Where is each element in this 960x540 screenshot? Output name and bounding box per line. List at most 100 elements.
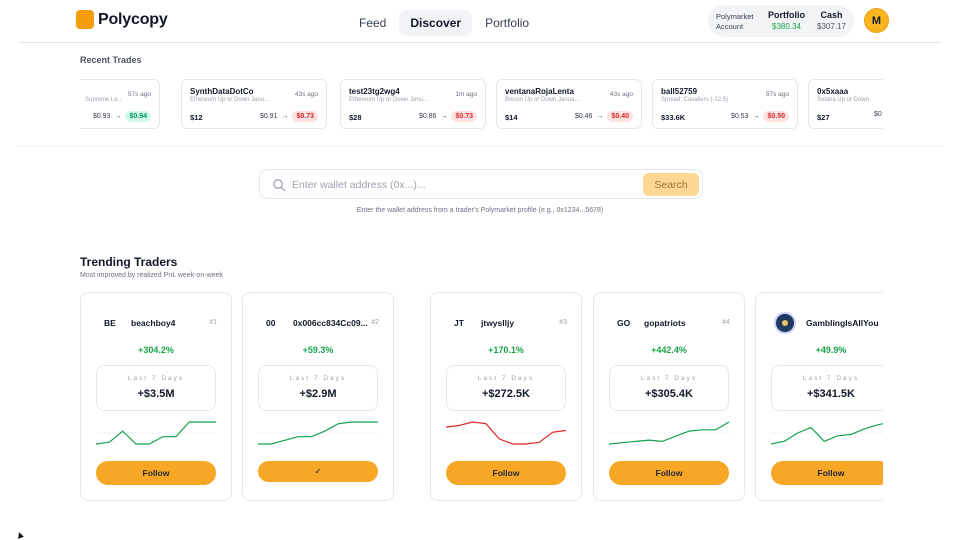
trade-prices: $0.53 → $0.50 <box>731 111 789 122</box>
pnl-value: +$305.4K <box>644 388 693 400</box>
trader-rank: #2 <box>371 319 379 326</box>
portfolio-label: Portfolio <box>768 10 805 20</box>
sparkline-chart <box>609 421 729 445</box>
trade-price-from: $0 <box>874 111 882 118</box>
trader-change: +442.4% <box>651 345 687 355</box>
pnl-box: Last 7 Days +$2.9M <box>258 365 378 411</box>
pnl-box: Last 7 Days +$305.4K <box>609 365 729 411</box>
period-label: Last 7 Days <box>640 375 698 382</box>
trader-card[interactable]: JT jtwyslljy #3 +170.1% Last 7 Days +$27… <box>430 292 582 501</box>
trade-card[interactable]: SynthDataDotCo 43s ago Ethereum Up or Do… <box>181 79 327 129</box>
trader-name[interactable]: 0x006cc834Cc09... <box>293 318 368 328</box>
trade-amount: $12 <box>190 113 203 122</box>
follow-button[interactable]: Follow <box>771 461 883 485</box>
arrow-right-icon: → <box>752 113 760 120</box>
trade-amount: $27 <box>817 113 830 122</box>
trending-traders-strip[interactable]: BE beachboy4 #1 +304.2% Last 7 Days +$3.… <box>80 292 883 504</box>
trade-user: ball52759 <box>661 87 698 96</box>
trader-change: +59.3% <box>302 345 334 355</box>
cash-label: Cash <box>820 10 843 20</box>
trader-card[interactable]: GO gopatriots #4 +442.4% Last 7 Days +$3… <box>593 292 745 501</box>
period-label: Last 7 Days <box>477 375 535 382</box>
trade-prices: $0.91 → $0.73 <box>260 111 318 122</box>
trade-card[interactable]: test23tg2wg4 1m ago Ethereum Up or Down … <box>340 79 486 129</box>
mouse-cursor-icon <box>16 531 24 539</box>
trader-card[interactable]: 00 0x006cc834Cc09... #2 +59.3% Last 7 Da… <box>242 292 394 501</box>
trade-amount: $33.6K <box>661 113 686 122</box>
recent-trades-title: Recent Trades <box>80 55 142 65</box>
nav-portfolio[interactable]: Portfolio <box>485 16 530 30</box>
wallet-search-input[interactable] <box>292 177 592 193</box>
pnl-box: Last 7 Days +$341.5K <box>771 365 883 411</box>
trader-change: +49.9% <box>815 345 847 355</box>
trade-price-from: $0.91 <box>259 113 278 120</box>
trade-price-to: $0.73 <box>451 111 477 122</box>
pnl-value: +$3.5M <box>137 388 175 400</box>
trader-card[interactable]: BE beachboy4 #1 +304.2% Last 7 Days +$3.… <box>80 292 232 501</box>
trader-rank: #3 <box>559 319 567 326</box>
trader-card[interactable]: GamblingIsAllYou +49.9% Last 7 Days +$34… <box>755 292 883 501</box>
trade-market: Ethereum Up or Down Janu... <box>190 97 270 103</box>
trending-traders-subtitle: Most improved by realized PnL week-on-we… <box>80 272 223 279</box>
trade-card[interactable]: 57s ago Supreme Le... $0.93 → $0.94 <box>80 79 160 129</box>
sparkline-line <box>771 423 883 445</box>
trade-price-from: $0.93 <box>92 113 111 120</box>
trade-market: Ethereum Up or Down Janu... <box>349 97 429 103</box>
trade-prices: $0.46 → $0.40 <box>575 111 633 122</box>
search-icon <box>273 179 286 192</box>
trader-rank: #4 <box>722 319 730 326</box>
follow-button[interactable]: Follow <box>446 461 566 485</box>
trade-price-to: $0.40 <box>607 111 633 122</box>
top-bar: Polycopy Feed Discover Portfolio Polymar… <box>0 0 960 43</box>
trade-card[interactable]: 0x5xaaa Solana Up or Down $27 $0 <box>808 79 883 129</box>
trade-market: Supreme Le... <box>85 97 123 103</box>
trade-time: 43s ago <box>294 91 318 98</box>
trade-time: 43s ago <box>609 91 633 98</box>
sparkline-chart <box>258 421 378 445</box>
trade-time: 1m ago <box>455 91 477 98</box>
arrow-right-icon: → <box>281 113 289 120</box>
period-label: Last 7 Days <box>802 375 860 382</box>
cash-summary: Cash $307.17 <box>817 10 846 31</box>
trade-user: SynthDataDotCo <box>190 87 254 96</box>
trader-name[interactable]: GamblingIsAllYou <box>806 318 879 328</box>
user-avatar[interactable]: M <box>864 8 889 33</box>
sparkline-chart <box>771 423 883 445</box>
trade-user: ventanaRojaLenta <box>505 87 574 96</box>
nav-discover[interactable]: Discover <box>399 10 473 36</box>
follow-button[interactable]: Follow <box>96 461 216 485</box>
pnl-box: Last 7 Days +$272.5K <box>446 365 566 411</box>
section-divider <box>18 146 942 147</box>
period-label: Last 7 Days <box>289 375 347 382</box>
sparkline-line <box>446 421 566 445</box>
follow-button[interactable]: Follow <box>609 461 729 485</box>
trader-name[interactable]: gopatriots <box>644 318 686 328</box>
account-summary[interactable]: Polymarket Account Portfolio $380.34 Cas… <box>708 5 854 37</box>
trade-user: test23tg2wg4 <box>349 87 400 96</box>
nav-feed[interactable]: Feed <box>359 16 387 30</box>
pnl-value: +$341.5K <box>806 388 855 400</box>
header-divider <box>18 42 942 43</box>
trader-name[interactable]: jtwyslljy <box>481 318 515 328</box>
trade-price-from: $0.46 <box>574 113 593 120</box>
search-button[interactable]: Search <box>643 173 699 196</box>
recent-trades-strip[interactable]: 57s ago Supreme Le... $0.93 → $0.94 Synt… <box>80 73 883 135</box>
app-name: Polycopy <box>98 10 168 28</box>
trade-prices: $0 <box>874 111 882 118</box>
pnl-value: +$272.5K <box>481 388 530 400</box>
following-check-button[interactable]: ✓ <box>258 461 378 482</box>
logo[interactable]: Polycopy <box>76 10 168 29</box>
trade-card[interactable]: ball52759 57s ago Spread: Cavaliers (-12… <box>652 79 798 129</box>
arrow-right-icon: → <box>440 113 448 120</box>
trade-prices: $0.86 → $0.73 <box>419 111 477 122</box>
trader-initials: JT <box>454 318 464 328</box>
search-hint: Enter the wallet address from a trader's… <box>356 207 604 214</box>
trade-price-from: $0.86 <box>418 113 437 120</box>
sparkline-line <box>609 421 729 445</box>
trader-change: +304.2% <box>138 345 174 355</box>
trade-price-from: $0.53 <box>730 113 749 120</box>
arrow-right-icon: → <box>596 113 604 120</box>
trader-initials: BE <box>104 318 116 328</box>
trade-card[interactable]: ventanaRojaLenta 43s ago Bitcoin Up or D… <box>496 79 642 129</box>
trader-name[interactable]: beachboy4 <box>131 318 176 328</box>
